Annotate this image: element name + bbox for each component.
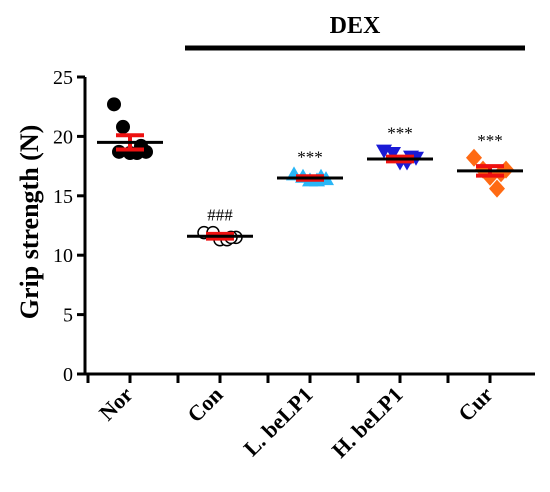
- dex-label: DEX: [330, 13, 381, 39]
- data-point: [107, 97, 121, 112]
- significance-label: ###: [207, 206, 233, 225]
- data-point: [112, 144, 126, 159]
- significance-label: ***: [387, 124, 413, 143]
- x-tick-label: Nor: [94, 382, 138, 426]
- data-point: [466, 148, 482, 167]
- data-groups: ### *** *** ***: [86, 97, 523, 383]
- x-tick-label: Con: [182, 382, 227, 427]
- significance-label: ***: [477, 131, 503, 150]
- y-tick-label: 5: [63, 305, 73, 327]
- y-tick-label: 15: [53, 186, 73, 208]
- group-cur: ***: [446, 131, 523, 383]
- data-point: [385, 147, 401, 162]
- y-tick-label: 25: [53, 67, 73, 89]
- data-point: [116, 119, 130, 134]
- x-tick-label: L. beLP1: [238, 382, 317, 461]
- group-con: ###: [176, 206, 253, 383]
- treatment-bar: DEX: [185, 13, 525, 51]
- group-nor: [86, 97, 163, 383]
- y-tick-label: 10: [53, 245, 73, 267]
- y-axis-label: Grip strength (N): [15, 125, 44, 320]
- data-point: [489, 179, 505, 198]
- group-h-belp1: ***: [356, 124, 433, 383]
- x-tick-label: H. beLP1: [327, 382, 408, 463]
- axes: [83, 77, 535, 376]
- x-tick-labels: Nor Con L. beLP1 H. beLP1 Cur: [94, 382, 498, 463]
- y-tick-label: 20: [53, 126, 73, 148]
- significance-label: ***: [297, 147, 323, 166]
- group-l-belp1: ***: [266, 147, 343, 383]
- y-tick-label: 0: [63, 364, 73, 386]
- x-tick-label: Cur: [453, 382, 498, 427]
- y-ticks: 0 5 10 15 20 25: [53, 67, 85, 386]
- data-point: [493, 164, 509, 183]
